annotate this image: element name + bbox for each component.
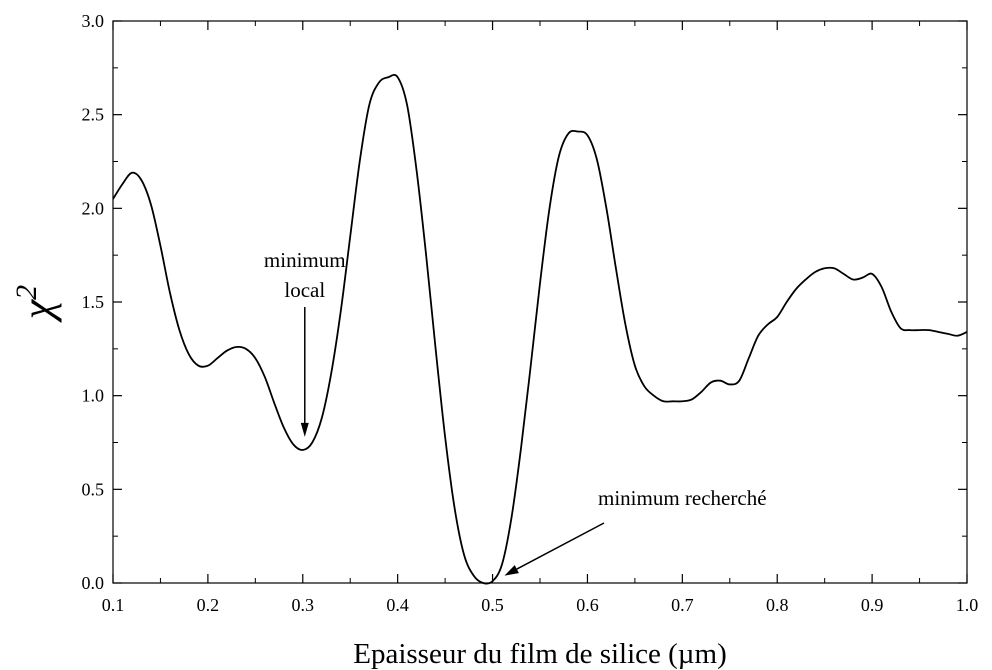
x-axis-title: Epaisseur du film de silice (µm)	[353, 638, 726, 670]
axis-ticks	[112, 20, 968, 584]
y-tick-label: 0.0	[82, 573, 105, 593]
x-tick-label: 1.0	[956, 595, 979, 615]
annotation-minimum-recherche-label: minimum recherché	[598, 486, 767, 510]
annotation-minimum-recherche-arrow-shaft	[516, 522, 605, 570]
annotation-minimum-local-line-1: minimum	[264, 248, 346, 272]
chi-squared-curve	[112, 74, 968, 585]
x-tick-label: 0.8	[766, 595, 789, 615]
y-axis-title-exponent: 2	[10, 285, 43, 300]
y-tick-label: 2.0	[82, 198, 105, 218]
plot-frame	[112, 20, 968, 584]
x-tick-label: 0.1	[102, 595, 125, 615]
y-tick-label: 0.5	[82, 479, 105, 499]
annotation-minimum-recherche: minimum recherché	[504, 486, 767, 576]
y-tick-label: 1.0	[82, 386, 105, 406]
annotation-minimum-local: minimum local	[264, 248, 346, 437]
y-tick-label: 2.5	[82, 105, 105, 125]
x-tick-label: 0.4	[386, 595, 409, 615]
x-tick-label: 0.2	[197, 595, 220, 615]
y-tick-label: 3.0	[82, 11, 105, 31]
tick-labels: 0.1 0.2 0.3 0.4 0.5 0.6 0.7 0.8 0.9 1.0 0.0 0.5 1.0 1…	[82, 11, 979, 615]
x-tick-label: 0.3	[292, 595, 315, 615]
x-tick-label: 0.7	[671, 595, 694, 615]
x-tick-label: 0.6	[576, 595, 599, 615]
y-tick-label: 1.5	[82, 292, 105, 312]
annotation-minimum-local-line-2: local	[284, 278, 325, 302]
x-tick-label: 0.5	[481, 595, 504, 615]
y-axis-title: χ2	[10, 285, 63, 323]
annotation-minimum-recherche-arrow-head	[504, 565, 519, 576]
annotation-minimum-local-arrow-head	[300, 422, 309, 437]
y-axis-title-symbol: χ	[13, 298, 62, 323]
x-tick-label: 0.9	[861, 595, 884, 615]
